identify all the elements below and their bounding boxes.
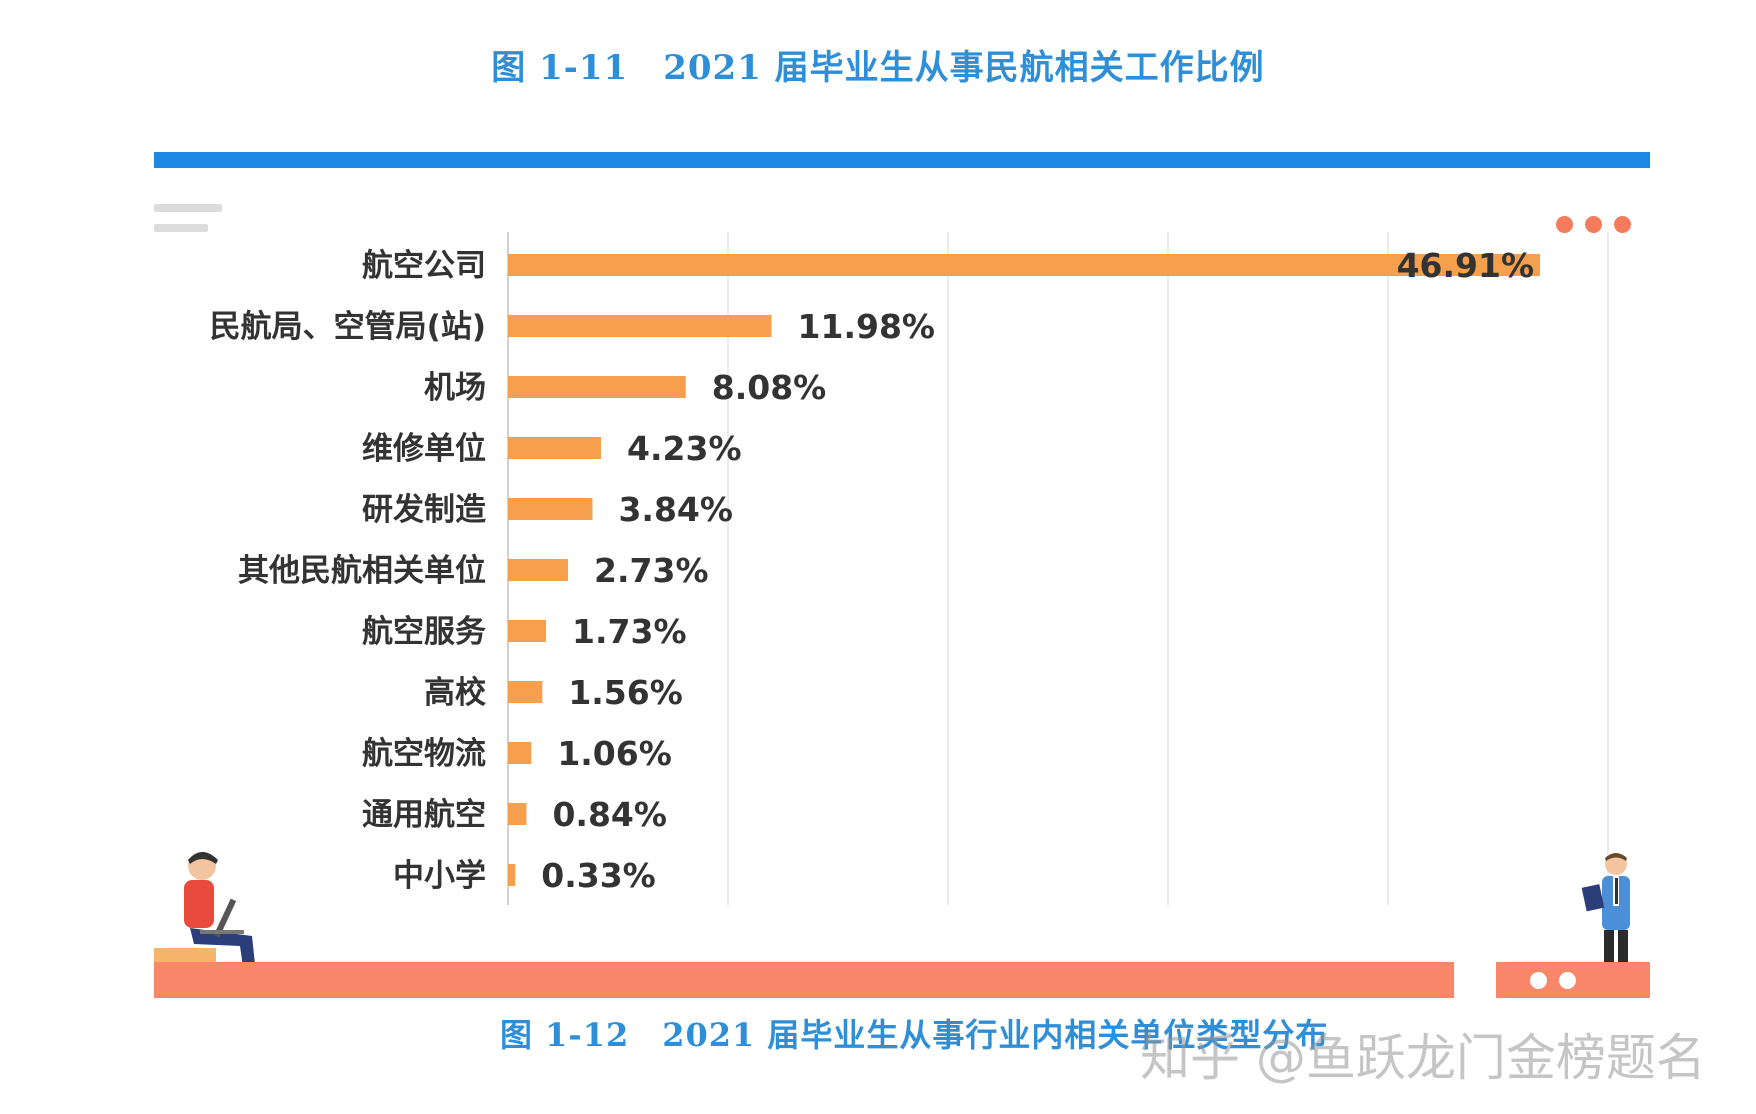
category-label-10: 中小学: [393, 858, 486, 894]
bar-0: [508, 254, 1541, 276]
footer-accent-bar: [154, 962, 1454, 998]
value-label-3: 4.23%: [627, 429, 742, 468]
next-figure-title: 图 1-12 2021 届毕业生从事行业内相关单位类型分布: [500, 1016, 1329, 1054]
bar-7: [508, 681, 543, 703]
value-label-9: 0.84%: [552, 795, 667, 834]
figure-title: 图 1-11 2021 届毕业生从事民航相关工作比例: [491, 48, 1265, 88]
value-label-10: 0.33%: [541, 856, 656, 895]
category-label-7: 高校: [424, 675, 486, 711]
watermark: 知乎 @鱼跃龙门金榜题名: [1140, 1029, 1706, 1087]
category-label-9: 通用航空: [362, 797, 486, 833]
category-label-1: 民航局、空管局(站): [210, 309, 486, 345]
category-label-5: 其他民航相关单位: [238, 553, 486, 589]
bar-2: [508, 376, 686, 398]
bar-9: [508, 803, 527, 825]
value-label-7: 1.56%: [568, 673, 683, 712]
value-label-1: 11.98%: [798, 307, 935, 346]
bar-6: [508, 620, 547, 642]
bar-3: [508, 437, 602, 459]
header-accent-bar: [154, 152, 1650, 168]
value-label-0: 46.91%: [1397, 246, 1534, 285]
businessman-icon: [1581, 853, 1634, 992]
bar-4: [508, 498, 593, 520]
value-label-6: 1.73%: [572, 612, 687, 651]
value-label-8: 1.06%: [557, 734, 672, 773]
bar-1: [508, 315, 772, 337]
value-label-4: 3.84%: [618, 490, 733, 529]
category-label-3: 维修单位: [362, 431, 486, 467]
category-label-0: 航空公司: [362, 248, 486, 284]
category-label-2: 机场: [424, 370, 486, 406]
bar-10: [508, 864, 516, 886]
chart-bars: 航空公司 46.91% 民航局、空管局(站) 11.98% 机场 8.08% 维修单位 4.2…: [210, 246, 1541, 895]
value-label-2: 8.08%: [712, 368, 827, 407]
value-label-5: 2.73%: [594, 551, 709, 590]
category-label-4: 研发制造: [362, 492, 486, 528]
chart-grid: [507, 232, 1609, 905]
bar-8: [508, 742, 532, 764]
category-label-8: 航空物流: [362, 736, 486, 772]
bar-5: [508, 559, 569, 581]
category-label-6: 航空服务: [362, 614, 486, 650]
